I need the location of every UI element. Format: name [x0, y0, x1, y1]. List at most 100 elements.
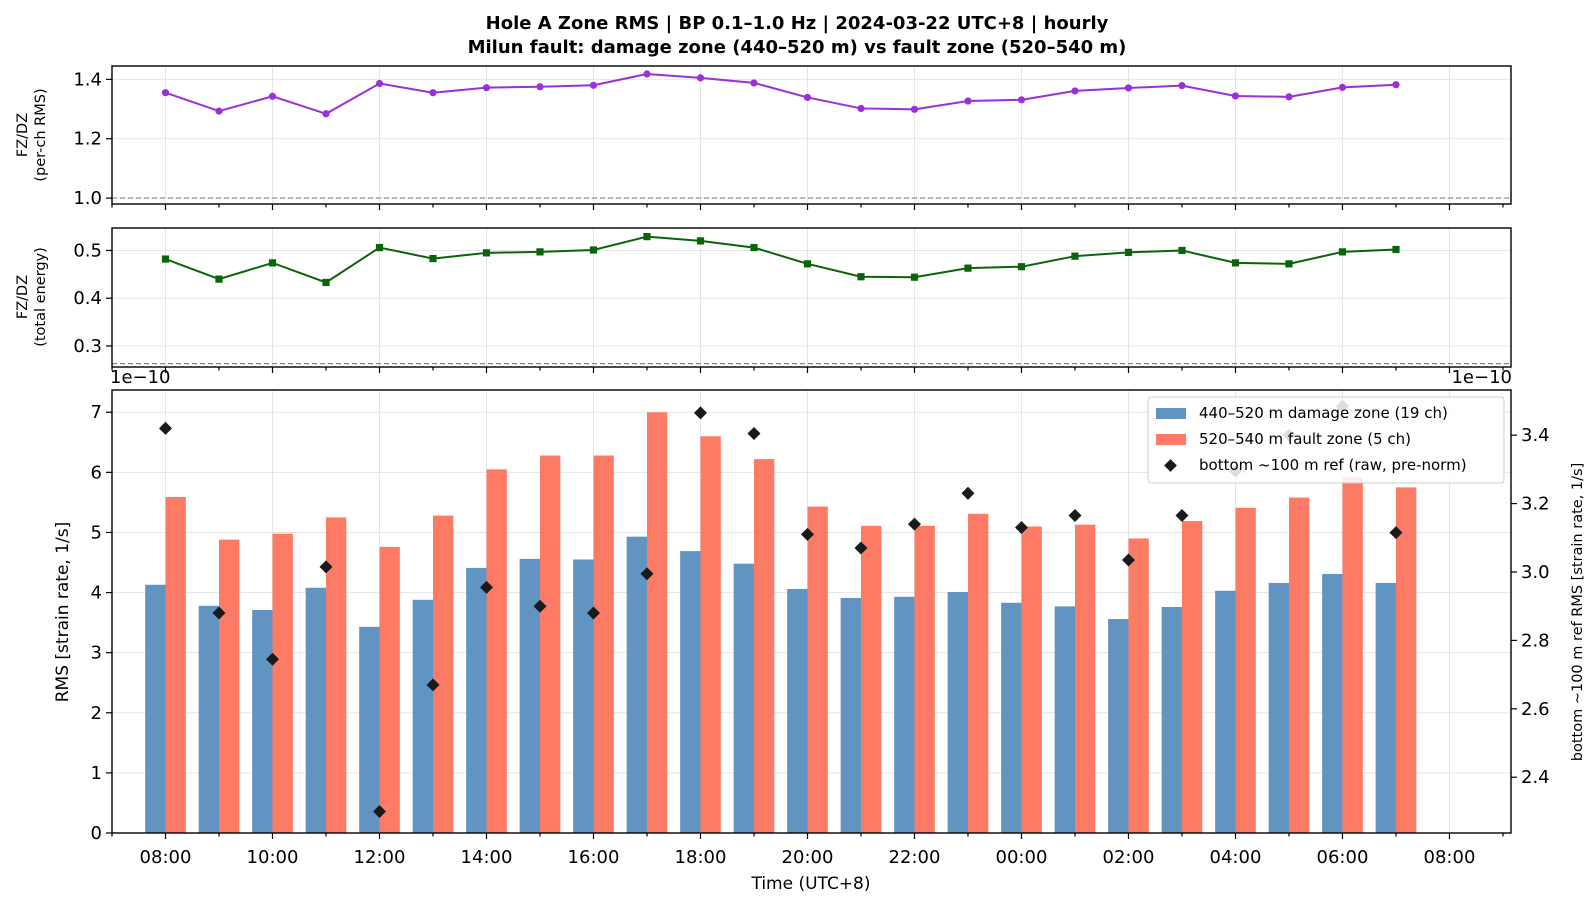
- bar-fault-zone: [807, 506, 828, 833]
- marker-bottom-ref: [158, 421, 173, 435]
- p1-point: [482, 84, 491, 92]
- bar-damage-zone: [1001, 602, 1022, 833]
- p3-ytick-label: 7: [91, 402, 102, 423]
- bar-fault-zone: [432, 515, 454, 833]
- bar-fault-zone: [1235, 507, 1256, 833]
- p3-xtick-label: 18:00: [675, 847, 727, 868]
- p2-grid: [112, 228, 1511, 367]
- p1-point: [1178, 81, 1186, 90]
- marker-bottom-ref: [747, 426, 761, 440]
- bar-damage-zone: [1375, 582, 1396, 833]
- p1-point: [1017, 96, 1026, 104]
- marker-bottom-ref: [640, 567, 654, 581]
- p1-frame: [111, 65, 1512, 205]
- bar-fault-zone: [753, 459, 775, 833]
- bar-fault-zone: [646, 412, 668, 833]
- p3-ytick-label: 6: [91, 462, 102, 483]
- panel-rms-bars: 0 1 2 3 4 5 6 7 2.4 2.6 2.8 3.0 3.2 3.4 08:00 10:00 12…: [53, 367, 1586, 894]
- p2-point: [429, 254, 437, 263]
- p2-point: [215, 275, 223, 283]
- p3-xticks: 08:00 10:00 12:00 14:00 16:00 18:00 20:00 22:00…: [111, 833, 1504, 868]
- p2-point: [482, 249, 491, 257]
- p2-point: [964, 264, 972, 272]
- bar-damage-zone: [145, 584, 166, 833]
- bar-fault-zone: [272, 533, 293, 833]
- bar-fault-zone: [1074, 524, 1096, 833]
- p3-xtick-label: 02:00: [1103, 847, 1155, 868]
- p1-point: [1071, 87, 1079, 95]
- p2-ylabel-line1: FZ/DZ: [15, 275, 31, 319]
- p1-point: [161, 89, 170, 97]
- bar-fault-zone: [1342, 477, 1363, 833]
- p1-ytick-label: 1.0: [73, 188, 102, 209]
- p3-ytick-label: 1: [91, 763, 102, 784]
- marker-bottom-ref: [265, 652, 280, 666]
- marker-bottom-ref: [372, 804, 387, 818]
- title-line-2: Milun fault: damage zone (440–520 m) vs …: [468, 37, 1127, 58]
- p2-point: [1231, 259, 1240, 267]
- p3-y2tick-label: 2.8: [1521, 630, 1550, 651]
- p2-point: [910, 273, 919, 281]
- panel-energy-ratio: 0.3 0.4 0.5 FZ/DZ (total energy): [15, 227, 1512, 373]
- bar-damage-zone: [252, 609, 273, 833]
- marker-bottom-ref: [533, 599, 547, 613]
- bar-damage-zone: [733, 563, 754, 833]
- bar-fault-zone: [700, 436, 721, 833]
- bar-damage-zone: [1322, 573, 1343, 833]
- bar-damage-zone: [412, 599, 433, 833]
- bar-fault-zone: [1288, 497, 1310, 833]
- bar-fault-zone: [593, 455, 614, 833]
- p3-xtick-label: 22:00: [889, 847, 941, 868]
- legend-swatch-fault-zone: [1156, 434, 1186, 445]
- bar-damage-zone: [198, 605, 219, 833]
- p1-xticks: [111, 204, 1504, 210]
- p3-offset-left: 1e−10: [110, 367, 171, 388]
- p1-point: [750, 79, 758, 87]
- p2-point: [1071, 252, 1079, 260]
- p2-ytick-label: 0.4: [73, 288, 102, 309]
- p1-point: [1285, 93, 1293, 101]
- bar-fault-zone: [967, 513, 989, 833]
- legend-label-bottom-ref: bottom ~100 m ref (raw, pre-norm): [1199, 456, 1467, 474]
- p2-point: [1285, 260, 1293, 268]
- marker-bottom-ref: [1389, 526, 1403, 540]
- p2-point: [1124, 248, 1133, 256]
- p2-ytick-label: 0.5: [73, 240, 102, 261]
- p3-xtick-label: 00:00: [996, 847, 1048, 868]
- legend: 440–520 m damage zone (19 ch) 520–540 m …: [1147, 396, 1505, 484]
- p2-point: [1017, 263, 1026, 271]
- p1-point: [215, 107, 223, 115]
- p1-point: [322, 110, 330, 118]
- p3-xtick-label: 10:00: [247, 847, 299, 868]
- p1-point: [1392, 81, 1400, 89]
- p2-frame: [111, 227, 1512, 368]
- bar-damage-zone: [894, 596, 915, 833]
- bar-fault-zone: [486, 469, 507, 833]
- p2-point: [589, 246, 598, 254]
- bar-damage-zone: [680, 551, 701, 833]
- p1-point: [1231, 92, 1240, 100]
- p2-point: [322, 278, 330, 287]
- p2-point: [857, 273, 865, 281]
- p1-markers: [161, 70, 1400, 118]
- bar-damage-zone: [359, 626, 380, 833]
- p1-ytick-label: 1.2: [73, 129, 102, 150]
- p1-point: [857, 104, 865, 113]
- marker-bottom-ref: [1175, 509, 1189, 523]
- marker-bottom-ref: [426, 678, 440, 692]
- p2-point: [1178, 246, 1186, 255]
- p3-ytick-label: 4: [91, 583, 102, 604]
- bar-damage-zone: [1268, 582, 1289, 833]
- p3-xtick-label: 12:00: [354, 847, 406, 868]
- p2-point: [750, 243, 758, 252]
- bar-damage-zone: [1108, 619, 1129, 833]
- bar-damage-zone: [840, 597, 861, 833]
- p1-point: [910, 105, 919, 113]
- p2-point: [1338, 248, 1347, 256]
- bar-fault-zone: [914, 525, 935, 833]
- p1-ylabel-line1: FZ/DZ: [15, 113, 31, 157]
- p2-series-line: [165, 235, 1397, 284]
- p1-point: [536, 83, 544, 91]
- p1-ylabel-line2: (per-ch RMS): [33, 88, 49, 181]
- bar-damage-zone: [1215, 590, 1236, 833]
